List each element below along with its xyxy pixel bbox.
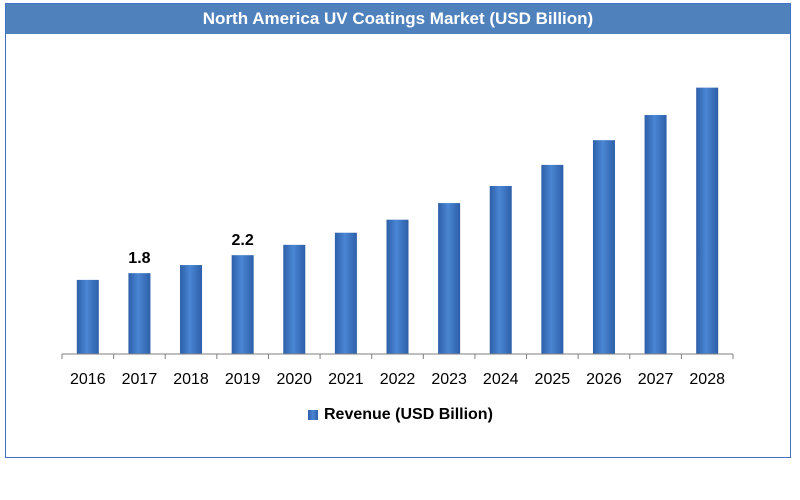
x-tick-label-2028: 2028 [689,371,725,388]
x-tick-label-2023: 2023 [431,371,467,388]
bar-2016 [76,279,99,354]
bar-2026 [592,140,615,354]
x-tick-label-2016: 2016 [70,371,106,388]
bar-2021 [334,232,357,354]
x-tick-label-2020: 2020 [276,371,312,388]
bar-2023 [438,203,461,354]
bar-2025 [541,164,564,354]
x-tick-label-2026: 2026 [586,371,622,388]
bar-2020 [283,244,306,354]
x-tick-label-2021: 2021 [328,371,364,388]
legend: Revenue (USD Billion) [308,404,493,426]
legend-label: Revenue (USD Billion) [324,406,493,423]
chart-title: North America UV Coatings Market (USD Bi… [6,4,790,34]
x-tick-label-2027: 2027 [638,371,674,388]
x-tick-label-2022: 2022 [380,371,416,388]
bar-2024 [489,186,512,354]
bar-2018 [180,265,203,354]
x-tick-label-2017: 2017 [122,371,158,388]
bar-2022 [386,219,409,354]
legend-swatch [308,410,318,420]
bar-2027 [644,115,667,354]
bar-2019 [231,255,254,354]
data-label-2019: 2.2 [232,232,254,249]
x-tick-label-2019: 2019 [225,371,261,388]
x-tick-label-2024: 2024 [483,371,519,388]
x-tick-label-2025: 2025 [535,371,571,388]
bar-2028 [696,87,719,355]
data-label-2017: 1.8 [128,250,150,267]
bar-2017 [128,273,151,354]
x-tick-label-2018: 2018 [173,371,209,388]
